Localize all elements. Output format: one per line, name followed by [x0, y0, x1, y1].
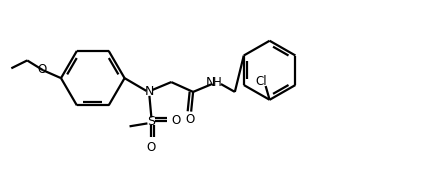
Text: O: O: [38, 63, 47, 76]
Text: S: S: [147, 115, 155, 128]
Text: O: O: [172, 114, 181, 127]
Text: N: N: [145, 85, 154, 98]
Text: Cl: Cl: [256, 75, 268, 88]
Text: O: O: [147, 142, 156, 154]
Text: N: N: [206, 76, 215, 89]
Text: O: O: [186, 113, 195, 126]
Text: H: H: [213, 76, 221, 89]
